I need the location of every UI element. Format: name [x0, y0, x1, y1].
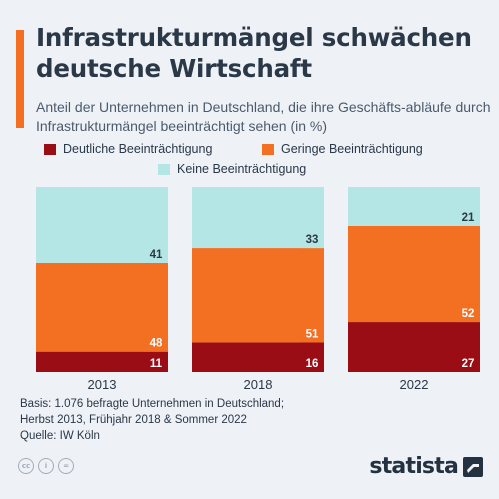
value-label-2022-2: 52 [462, 308, 475, 320]
source-dates: Herbst 2013, Frühjahr 2018 & Sommer 2022 [20, 414, 247, 426]
license-icons: cc i = [18, 458, 74, 474]
legend-swatch-deutliche [44, 143, 56, 155]
x-tick-label-2013: 2013 [88, 377, 117, 392]
legend-swatch-keine [158, 163, 170, 175]
bar-segment-2013-1 [36, 351, 168, 372]
value-label-bg-2013-1 [144, 354, 168, 372]
value-label-bg-2018-1 [300, 354, 324, 372]
value-label-2013-3: 41 [150, 249, 163, 261]
value-label-bg-2022-1 [456, 354, 480, 372]
value-label-2013-1: 11 [150, 358, 163, 370]
chart-title: Infrastrukturmängel schwächen deutsche W… [36, 23, 472, 83]
value-label-2018-2: 51 [306, 328, 319, 340]
statista-logo[interactable]: statista [369, 454, 483, 479]
source-origin: Quelle: IW Köln [20, 430, 100, 442]
value-label-bg-2018-3 [300, 230, 324, 249]
cc-icon[interactable]: cc [18, 458, 34, 474]
value-label-bg-2022-3 [456, 207, 480, 226]
value-label-2022-3: 21 [462, 212, 475, 224]
legend-item-geringe: Geringe Beeinträchtigung [262, 142, 423, 156]
value-label-2013-2: 48 [150, 338, 163, 350]
title-accent-bar [16, 30, 24, 128]
legend-item-keine: Keine Beeinträchtigung [158, 162, 306, 176]
legend-label-keine: Keine Beeinträchtigung [177, 162, 307, 176]
value-label-2022-1: 27 [462, 358, 475, 370]
source-basis: Basis: 1.076 befragte Unternehmen in Deu… [20, 398, 285, 410]
source-note: Basis: 1.076 befragte Unternehmen in Deu… [20, 396, 420, 444]
x-tick-label-2022: 2022 [400, 377, 429, 392]
value-label-bg-2013-3 [144, 244, 168, 263]
value-label-2018-1: 16 [306, 358, 319, 370]
value-label-bg-2018-2 [300, 324, 324, 343]
nd-icon[interactable]: = [58, 458, 74, 474]
brand-name: statista [369, 454, 458, 479]
legend-label-geringe: Geringe Beeinträchtigung [281, 142, 423, 156]
legend-item-deutliche: Deutliche Beeinträchtigung [44, 142, 212, 156]
chart-subtitle: Anteil der Unternehmen in Deutschland, d… [36, 99, 491, 134]
legend-swatch-geringe [262, 143, 274, 155]
by-icon[interactable]: i [38, 458, 54, 474]
value-label-bg-2022-2 [456, 304, 480, 323]
statista-mark-icon [463, 456, 483, 477]
value-label-bg-2013-2 [144, 333, 168, 352]
x-tick-label-2018: 2018 [244, 377, 273, 392]
value-label-2018-3: 33 [306, 234, 319, 246]
legend-label-deutliche: Deutliche Beeinträchtigung [63, 142, 213, 156]
